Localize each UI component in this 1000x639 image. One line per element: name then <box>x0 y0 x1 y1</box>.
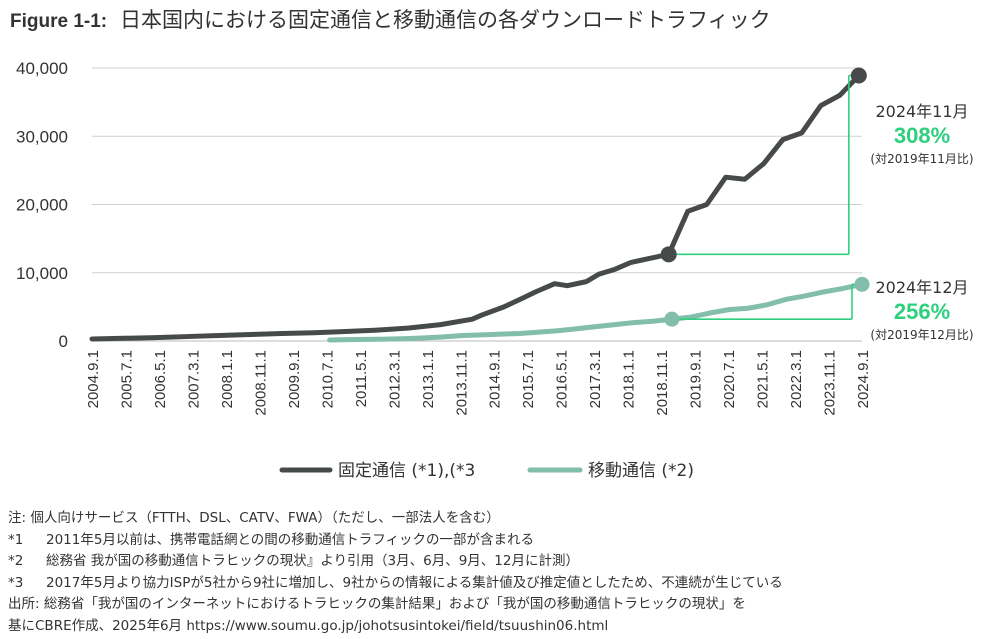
x-tick-label: 2008.11.1 <box>252 350 269 416</box>
x-tick-label: 2004.9.1 <box>85 350 102 408</box>
callout-percent: 256% <box>894 299 950 324</box>
note-mark: *2 <box>8 553 24 569</box>
x-tick-label: 2021.5.1 <box>755 350 772 408</box>
y-tick-label: 30,000 <box>16 127 68 146</box>
x-tick-label: 2013.11.1 <box>453 350 470 416</box>
note-mark: *3 <box>8 574 24 591</box>
x-tick-label: 2018.1.1 <box>621 350 638 408</box>
x-tick-label: 2019.9.1 <box>688 350 705 408</box>
callout-period: 2024年11月 <box>875 102 968 121</box>
x-tick-label: 2024.9.1 <box>855 350 872 408</box>
series-line-mobile <box>327 281 865 343</box>
x-tick-label: 2005.7.1 <box>118 350 135 408</box>
x-tick-label: 2017.3.1 <box>587 350 604 408</box>
note-text: 2011年5月以前は、携帯電話網との間の移動通信トラフィックの一部が含まれる <box>46 531 535 548</box>
note-text: 総務省 我が国の移動通信トラヒックの現状』より引用（3月、6月、9月、12月に計… <box>46 553 579 569</box>
x-tick-label: 2006.5.1 <box>152 350 169 408</box>
source-line-1: 出所: 総務省「我が国のインターネットにおけるトラヒックの集計結果」および「我が… <box>8 596 746 612</box>
x-tick-label: 2018.11.1 <box>654 350 671 416</box>
y-tick-label: 40,000 <box>16 59 68 78</box>
base-marker <box>660 246 677 263</box>
note-lead: 注: 個人向けサービス（FTTH、DSL、CATV、FWA）（ただし、一部法人を… <box>8 510 500 526</box>
legend-label-mobile: 移動通信 (*2) <box>588 461 694 481</box>
note-item-2: *2 総務省 我が国の移動通信トラヒックの現状』より引用（3月、6月、9月、12月… <box>8 551 998 573</box>
x-tick-label: 2013.1.1 <box>420 350 437 408</box>
x-tick-label: 2007.3.1 <box>185 350 202 408</box>
source-line-2: 基にCBRE作成、2025年6月 https://www.soumu.go.jp… <box>8 617 609 634</box>
x-tick-label: 2008.1.1 <box>219 350 236 408</box>
x-tick-label: 2009.9.1 <box>286 350 303 408</box>
note-text: 2017年5月より協力ISPが5社から9社に増加し、9社からの情報による集計値及… <box>46 574 783 591</box>
x-tick-label: 2016.5.1 <box>554 350 571 408</box>
note-item-1: *1 2011年5月以前は、携帯電話網との間の移動通信トラフィックの一部が含まれる <box>8 530 998 552</box>
note-mark: *1 <box>8 531 24 548</box>
callout-percent: 308% <box>894 123 950 148</box>
callout-basis: (対2019年11月比) <box>870 152 973 166</box>
x-tick-label: 2014.9.1 <box>487 350 504 408</box>
end-marker <box>854 276 870 292</box>
y-tick-label: 20,000 <box>16 196 68 215</box>
notes-block: 注: 個人向けサービス（FTTH、DSL、CATV、FWA）（ただし、一部法人を… <box>8 508 998 637</box>
callout-period: 2024年12月 <box>875 278 968 297</box>
x-tick-label: 2011.5.1 <box>353 350 370 407</box>
y-tick-label: 0 <box>59 332 68 351</box>
x-tick-label: 2012.3.1 <box>386 350 403 408</box>
note-item-3: *3 2017年5月より協力ISPが5社から9社に増加し、9社からの情報による集計… <box>8 573 998 595</box>
base-marker <box>664 311 680 327</box>
traffic-line-chart: Figure 1-1: 日本国内における固定通信と移動通信の各ダウンロードトラフ… <box>10 8 974 481</box>
x-tick-label: 2020.7.1 <box>721 350 738 408</box>
y-tick-label: 10,000 <box>16 264 68 283</box>
chart-title: 日本国内における固定通信と移動通信の各ダウンロードトラフィック <box>120 8 771 32</box>
callout-basis: (対2019年12月比) <box>870 328 973 342</box>
x-tick-label: 2015.7.1 <box>520 350 537 408</box>
legend-label-fixed: 固定通信 (*1),(*3 <box>338 461 475 481</box>
figure-label: Figure 1-1: <box>10 11 107 32</box>
x-tick-label: 2010.7.1 <box>319 350 336 408</box>
x-tick-label: 2022.3.1 <box>788 350 805 408</box>
legend: 固定通信 (*1),(*3 移動通信 (*2) <box>279 461 694 481</box>
x-tick-label: 2023.11.1 <box>822 350 839 416</box>
end-marker <box>850 67 867 84</box>
series-line-fixed <box>89 73 862 342</box>
